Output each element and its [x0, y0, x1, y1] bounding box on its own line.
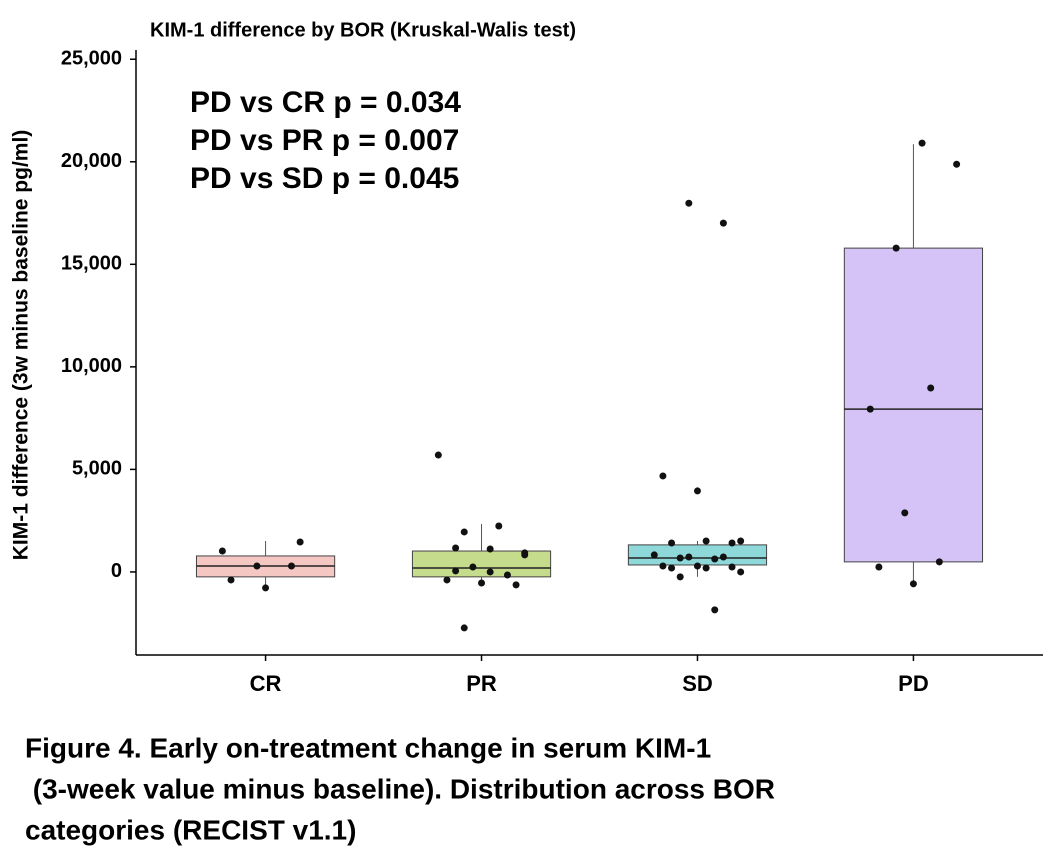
data-point	[901, 509, 909, 517]
y-tick-label: 25,000	[61, 48, 122, 70]
data-point	[711, 555, 719, 563]
data-point	[650, 551, 658, 559]
x-tick-label: CR	[250, 671, 282, 696]
annotation: PD vs SD p = 0.045	[190, 162, 459, 195]
data-point	[702, 537, 710, 545]
data-point	[521, 551, 529, 559]
data-point	[503, 571, 511, 579]
data-point	[218, 547, 226, 555]
data-point	[737, 568, 745, 576]
data-point	[659, 472, 667, 480]
data-point	[719, 553, 727, 561]
data-point	[719, 219, 727, 227]
data-point	[892, 244, 900, 252]
data-point	[953, 160, 961, 168]
y-tick-label: 0	[111, 560, 122, 582]
data-point	[918, 139, 926, 147]
data-point	[676, 573, 684, 581]
annotation: PD vs CR p = 0.034	[190, 86, 461, 119]
data-point	[935, 558, 943, 566]
data-point	[443, 576, 451, 584]
y-tick-label: 10,000	[61, 355, 122, 377]
chart-title: KIM-1 difference by BOR (Kruskal-Walis t…	[150, 19, 576, 41]
data-point	[866, 405, 874, 413]
data-point	[927, 384, 935, 392]
data-point	[460, 528, 468, 536]
y-tick-label: 15,000	[61, 253, 122, 275]
box	[411, 550, 552, 578]
annotation: PD vs PR p = 0.007	[190, 124, 459, 157]
caption-line: Figure 4. Early on-treatment change in s…	[25, 732, 711, 763]
data-point	[434, 451, 442, 459]
data-point	[460, 624, 468, 632]
data-point	[495, 522, 503, 530]
data-point	[486, 568, 494, 576]
y-tick-label: 5,000	[72, 458, 122, 480]
data-point	[693, 562, 701, 570]
data-point	[659, 562, 667, 570]
data-point	[676, 554, 684, 562]
data-point	[693, 487, 701, 495]
data-point	[909, 580, 917, 588]
data-point	[253, 562, 261, 570]
box	[843, 247, 984, 563]
data-point	[711, 606, 719, 614]
data-point	[668, 539, 676, 547]
data-point	[737, 537, 745, 545]
data-point	[452, 544, 460, 552]
data-point	[262, 584, 270, 592]
data-point	[469, 563, 477, 571]
x-tick-label: PD	[898, 671, 929, 696]
data-point	[486, 545, 494, 553]
box	[627, 544, 768, 566]
y-axis-label: KIM-1 difference (3w minus baseline pg/m…	[10, 130, 33, 561]
x-tick-label: SD	[682, 671, 713, 696]
y-tick-label: 20,000	[61, 150, 122, 172]
data-point	[702, 564, 710, 572]
data-point	[685, 553, 693, 561]
data-point	[875, 563, 883, 571]
data-point	[227, 576, 235, 584]
data-point	[478, 579, 486, 587]
data-point	[728, 563, 736, 571]
caption-line: (3-week value minus baseline). Distribut…	[25, 773, 775, 804]
x-tick-label: PR	[466, 671, 497, 696]
data-point	[668, 564, 676, 572]
caption-line: categories (RECIST v1.1)	[25, 814, 356, 845]
data-point	[287, 562, 295, 570]
data-point	[728, 539, 736, 547]
data-point	[296, 538, 304, 546]
data-point	[512, 581, 520, 589]
data-point	[452, 567, 460, 575]
data-point	[685, 199, 693, 207]
